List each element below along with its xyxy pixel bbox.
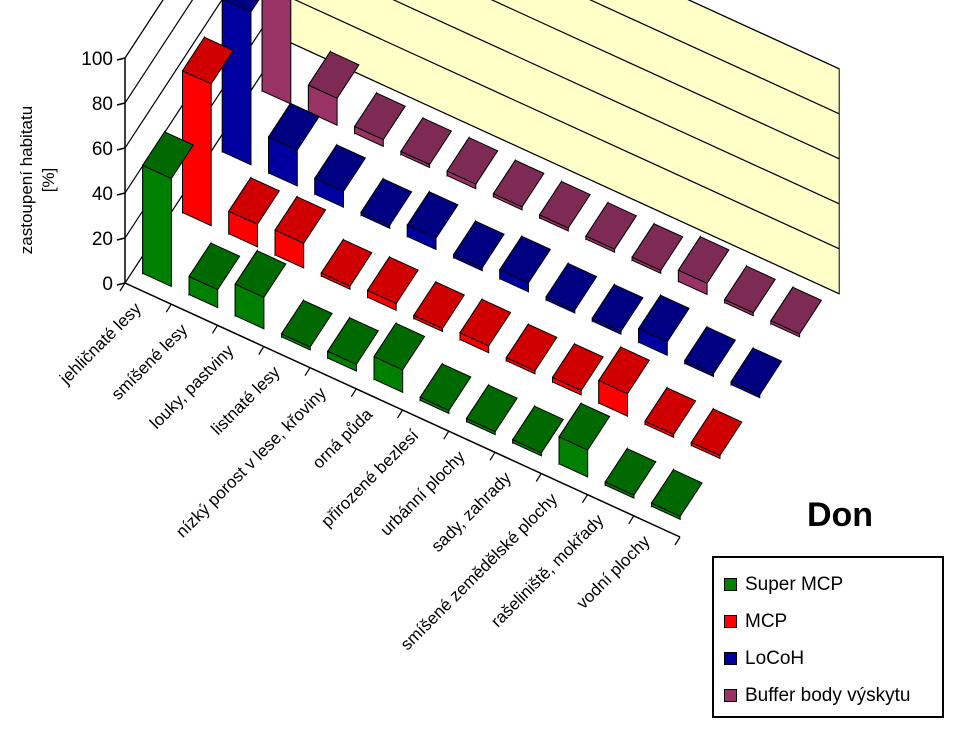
y-tick-label: 20 [92, 229, 113, 250]
bar [591, 282, 644, 335]
bar [499, 234, 552, 293]
bar [406, 190, 459, 251]
axes [116, 57, 681, 546]
bar [511, 404, 565, 457]
x-tick-mark [258, 346, 265, 355]
x-tick-mark [304, 367, 311, 376]
legend-label: Super MCP [745, 573, 844, 595]
x-tick-mark [165, 303, 172, 313]
y-tick-label: 100 [81, 49, 113, 70]
y-tick-mark [116, 147, 126, 151]
bar [188, 241, 241, 309]
y-axis-label-text: zastoupení habitatu [%] [17, 106, 58, 254]
bar [366, 255, 419, 312]
bar [353, 91, 406, 148]
bar [644, 386, 697, 439]
bar [326, 316, 380, 372]
legend-label: MCP [745, 610, 788, 632]
y-tick-mark [116, 192, 126, 196]
legend-item-locoh: LoCoH [724, 640, 942, 677]
bar [228, 176, 281, 248]
y-tick-mark [116, 282, 126, 286]
gridline [124, 0, 840, 205]
bar [221, 0, 260, 166]
bar [314, 143, 367, 208]
bar [320, 237, 373, 290]
legend-swatch [724, 652, 737, 665]
legend-swatch [724, 615, 737, 628]
bar [181, 35, 234, 227]
bar [360, 177, 413, 230]
x-tick-mark [535, 473, 542, 482]
bar [598, 345, 651, 417]
y-tick-label: 0 [102, 274, 113, 295]
gridline [124, 0, 840, 115]
legend-swatch [724, 578, 737, 591]
y-axis-label: zastoupení habitatu [%] [17, 106, 58, 254]
bar [551, 342, 604, 396]
x-tick-label: rašeliniště, mokřady [487, 510, 608, 631]
bar [545, 261, 598, 314]
bar [141, 130, 195, 288]
x-tick-mark [350, 388, 357, 398]
y-tick-label: 40 [92, 184, 113, 205]
bar [650, 468, 703, 521]
x-tick-mark [489, 452, 496, 461]
bar [492, 158, 545, 211]
y-tick-mark [116, 102, 126, 106]
bar [373, 321, 426, 394]
bar [690, 407, 743, 460]
bar [505, 322, 558, 375]
legend-label: LoCoH [745, 647, 805, 669]
legend-item-buffer: Buffer body výskytu [724, 677, 942, 714]
legend: Super MCP MCP LoCoH Buffer body výskytu [712, 556, 944, 718]
bar [400, 116, 453, 169]
bar [723, 264, 776, 317]
bars [141, 0, 823, 521]
y-tick-label: 60 [92, 139, 113, 160]
x-tick-mark [211, 325, 219, 334]
y-tick-label: 80 [92, 94, 113, 115]
x-tick-mark [581, 494, 589, 503]
x-tick-mark [396, 409, 404, 419]
x-tick-mark [674, 536, 681, 546]
gridline [124, 0, 840, 160]
bar [413, 280, 466, 333]
bar [558, 401, 611, 478]
bar [631, 222, 684, 275]
y-tick-labels: 0 20 40 60 80 100 [81, 49, 113, 295]
x-tick-mark [443, 430, 450, 440]
bar [465, 383, 518, 436]
legend-item-mcp: MCP [724, 603, 942, 640]
bar [261, 0, 292, 105]
legend-item-super-mcp: Super MCP [724, 566, 942, 603]
bar [234, 249, 287, 330]
x-tick-mark [119, 282, 126, 292]
bar [730, 346, 783, 399]
bar [677, 235, 730, 296]
x-tick-mark [628, 515, 635, 525]
y-tick-mark [116, 237, 126, 241]
chart-title: Don [806, 496, 874, 534]
bar [604, 446, 657, 499]
bar [459, 297, 512, 354]
bar [637, 293, 690, 357]
bar [538, 179, 591, 232]
bar [280, 298, 333, 351]
bar [770, 285, 823, 338]
x-tick-label: orná půda [309, 404, 377, 472]
bar [274, 195, 327, 269]
bar [446, 135, 499, 190]
bar [585, 200, 638, 253]
bar [452, 219, 505, 272]
legend-label: Buffer body výskytu [745, 684, 911, 706]
y-tick-mark [116, 57, 126, 61]
legend-swatch [724, 689, 737, 702]
bar [267, 101, 320, 187]
bar [684, 325, 737, 378]
bar [419, 362, 472, 415]
